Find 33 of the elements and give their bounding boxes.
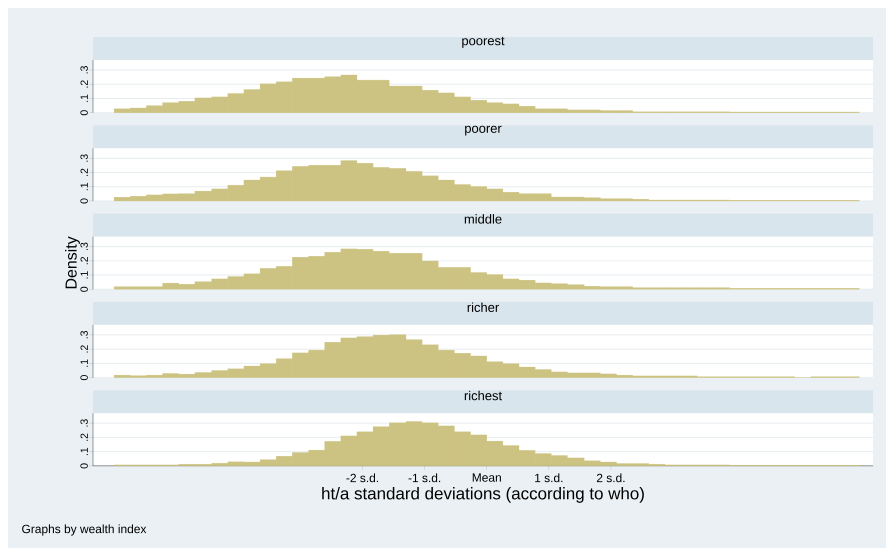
chart-title: richest	[464, 390, 502, 400]
y-tick-label: .3	[80, 419, 88, 427]
text: Graphs by wealth index	[22, 524, 146, 536]
y-tick-label: .1	[80, 360, 88, 367]
y-tick-label: .3	[80, 154, 88, 162]
y-tick-label: .2	[80, 434, 88, 441]
chart-title: richer	[468, 302, 499, 312]
x-tick-label: Mean	[472, 473, 501, 482]
y-tick-label: 0	[80, 375, 88, 380]
y-tick-label: .1	[80, 448, 88, 456]
y-tick-label: .1	[80, 94, 88, 102]
y-axis-title: Density	[65, 236, 80, 288]
y-tick-label: 0	[80, 110, 88, 116]
x-tick-label: -1 s.d.	[408, 473, 440, 482]
y-tick-label: .2	[80, 168, 88, 176]
chart-title: poorer	[465, 126, 502, 136]
y-tick-label: 0	[80, 286, 88, 292]
x-tick-label: -2 s.d.	[346, 473, 378, 482]
chart-title: middle	[464, 214, 502, 224]
chart-title: poorest	[462, 36, 504, 48]
y-tick-label: .1	[80, 271, 88, 278]
x-tick-label: 1 s.d.	[535, 473, 562, 482]
y-tick-label: 0	[80, 463, 88, 468]
x-axis-title: ht/a standard deviations (according to who)	[322, 487, 644, 503]
x-tick-label: 2 s.d.	[596, 473, 624, 482]
y-tick-label: .3	[80, 66, 88, 74]
y-tick-label: .1	[80, 182, 88, 190]
y-tick-label: .2	[80, 345, 88, 353]
y-tick-label: .3	[80, 330, 88, 338]
y-tick-label: .3	[80, 242, 88, 250]
y-tick-label: .2	[80, 80, 88, 88]
y-tick-label: .2	[80, 256, 88, 264]
y-tick-label: 0	[80, 198, 88, 204]
